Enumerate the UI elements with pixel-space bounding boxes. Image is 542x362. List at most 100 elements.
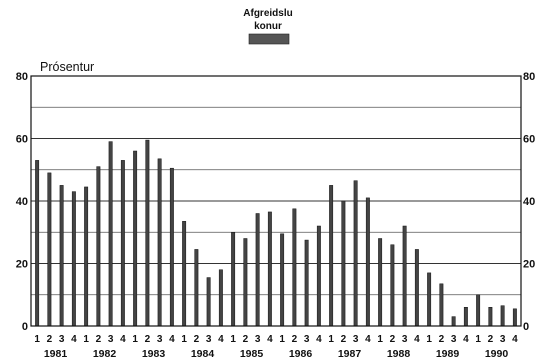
- plot-frame: [30, 75, 522, 327]
- bar: [476, 294, 481, 327]
- x-tick-label-quarter: 3: [206, 334, 212, 345]
- x-tick-label-quarter: 2: [390, 334, 396, 345]
- x-tick-label-year: 1984: [191, 348, 215, 360]
- bar: [390, 244, 395, 327]
- x-tick-label-quarter: 3: [157, 334, 163, 345]
- bar: [427, 272, 432, 327]
- bar: [267, 211, 272, 327]
- y-tick-label-left: 0: [22, 321, 28, 333]
- y-tick-label-right: 60: [523, 134, 535, 146]
- x-tick-label-quarter: 2: [96, 334, 102, 345]
- x-tick-label-year: 1989: [436, 348, 460, 360]
- x-tick-label-quarter: 3: [353, 334, 359, 345]
- bars: [35, 139, 517, 327]
- bar: [451, 316, 456, 327]
- bar: [218, 269, 223, 327]
- x-tick-label-quarter: 3: [59, 334, 65, 345]
- bar: [194, 249, 199, 327]
- bar: [35, 160, 40, 327]
- bar: [365, 197, 370, 327]
- x-tick-label-quarter: 4: [218, 334, 224, 345]
- x-tick-label-year: 1981: [44, 348, 68, 360]
- legend-label-line2: konur: [254, 21, 282, 32]
- bar: [231, 232, 236, 327]
- bar: [488, 307, 493, 327]
- x-tick-label-year: 1988: [387, 348, 411, 360]
- bar: [512, 308, 517, 327]
- bar: [120, 160, 125, 327]
- x-tick-label-quarter: 4: [120, 334, 126, 345]
- bar: [71, 191, 76, 327]
- bar: [145, 139, 150, 327]
- x-tick-label-quarter: 1: [279, 334, 285, 345]
- x-tick-label-quarter: 3: [255, 334, 261, 345]
- bar: [182, 221, 187, 327]
- y-tick-label-right: 80: [523, 71, 535, 83]
- y-tick-label-left: 20: [16, 259, 28, 271]
- x-tick-label-year: 1986: [289, 348, 313, 360]
- x-tick-label-quarter: 1: [377, 334, 383, 345]
- x-tick-label-quarter: 2: [292, 334, 298, 345]
- x-tick-label-quarter: 1: [328, 334, 334, 345]
- grid-lines: [31, 106, 521, 296]
- x-tick-label-quarter: 4: [463, 334, 469, 345]
- bar: [341, 200, 346, 327]
- bar: [157, 158, 162, 327]
- x-tick-label-quarter: 3: [304, 334, 310, 345]
- bar: [206, 277, 211, 327]
- x-tick-label-year: 1987: [338, 348, 362, 360]
- x-tick-label-quarter: 3: [108, 334, 114, 345]
- x-tick-label-quarter: 4: [316, 334, 322, 345]
- x-tick-label-quarter: 3: [500, 334, 506, 345]
- bar: [329, 185, 334, 327]
- x-tick-label-quarter: 1: [83, 334, 89, 345]
- x-tick-label-quarter: 2: [145, 334, 151, 345]
- x-tick-label-year: 1982: [93, 348, 117, 360]
- x-tick-label-quarter: 4: [267, 334, 273, 345]
- x-tick-label-quarter: 1: [34, 334, 40, 345]
- y-tick-labels: 0 0 20 20 40 40 60 60 80 80: [16, 71, 536, 333]
- y-tick-label-left: 60: [16, 134, 28, 146]
- bar: [353, 180, 358, 327]
- x-tick-label-quarter: 4: [414, 334, 420, 345]
- plot-border: [30, 75, 522, 327]
- bar: [169, 167, 174, 327]
- bar: [292, 208, 297, 327]
- x-tick-label-year: 1985: [240, 348, 264, 360]
- bar: [500, 305, 505, 327]
- bar: [108, 141, 113, 327]
- x-tick-label-quarter: 2: [439, 334, 445, 345]
- x-tick-label-quarter: 2: [341, 334, 347, 345]
- bar: [47, 172, 52, 327]
- x-tick-label-quarter: 2: [488, 334, 494, 345]
- bar: [280, 233, 285, 327]
- bar: [414, 249, 419, 327]
- bar: [463, 307, 468, 327]
- x-tick-label-quarter: 4: [512, 334, 518, 345]
- bar: [402, 225, 407, 327]
- legend-swatch: [248, 33, 290, 45]
- bar: [439, 283, 444, 327]
- x-tick-label-quarter: 1: [181, 334, 187, 345]
- y-tick-label-right: 40: [523, 196, 535, 208]
- x-tick-label-quarter: 2: [47, 334, 53, 345]
- bar: [133, 150, 138, 327]
- x-tick-label-quarter: 3: [451, 334, 457, 345]
- bar: [316, 225, 321, 327]
- x-tick-label-quarter: 1: [475, 334, 481, 345]
- y-tick-label-right: 0: [523, 321, 529, 333]
- x-tick-label-year: 1990: [485, 348, 509, 360]
- y-tick-label-left: 40: [16, 196, 28, 208]
- bar: [96, 166, 101, 327]
- bar: [255, 213, 260, 327]
- x-tick-label-quarter: 1: [230, 334, 236, 345]
- bar: [84, 186, 89, 327]
- x-tick-label-quarter: 1: [132, 334, 138, 345]
- x-tick-label-quarter: 2: [243, 334, 249, 345]
- x-tick-label-quarter: 4: [365, 334, 371, 345]
- bar: [59, 185, 64, 327]
- y-axis-title: Prósentur: [40, 60, 94, 74]
- x-tick-label-quarter: 4: [169, 334, 175, 345]
